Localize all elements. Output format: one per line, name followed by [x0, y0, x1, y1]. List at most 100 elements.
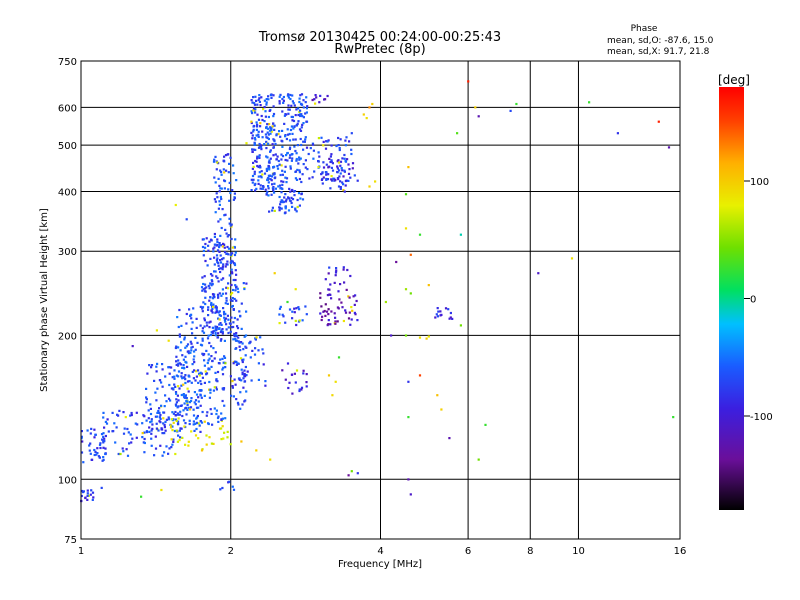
echo-point: [328, 157, 331, 160]
echo-point: [223, 339, 226, 342]
echo-point: [199, 420, 202, 423]
echo-point: [260, 114, 263, 118]
echo-point: [94, 450, 97, 453]
echo-point: [232, 362, 235, 365]
echo-point: [226, 235, 229, 238]
echo-point: [257, 362, 260, 365]
echo-point: [484, 423, 487, 426]
echo-point: [291, 198, 295, 201]
echo-point: [208, 357, 211, 360]
echo-point: [198, 389, 201, 392]
echo-point: [291, 115, 294, 119]
echo-point: [308, 177, 311, 180]
echo-point: [172, 440, 175, 443]
echo-point: [276, 155, 279, 158]
echo-point: [298, 110, 301, 113]
echo-point: [271, 143, 274, 146]
echo-point: [326, 294, 329, 297]
echo-point: [155, 329, 158, 332]
echo-point: [180, 341, 183, 344]
echo-point: [272, 154, 275, 157]
echo-point: [168, 383, 171, 387]
echo-point: [226, 430, 229, 433]
echo-point: [320, 318, 323, 322]
echo-point: [230, 283, 233, 287]
echo-point: [203, 319, 206, 322]
echo-point: [240, 302, 243, 305]
echo-point: [136, 423, 139, 426]
echo-point: [280, 158, 283, 161]
echo-point: [254, 159, 257, 163]
echo-point: [90, 427, 93, 430]
echo-point: [281, 140, 284, 143]
echo-point: [212, 160, 216, 163]
echo-point: [200, 449, 204, 452]
echo-point: [218, 310, 221, 313]
echo-point: [287, 133, 290, 136]
echo-point: [368, 185, 371, 188]
echo-point: [221, 417, 224, 420]
echo-point: [225, 323, 228, 326]
echo-point: [243, 369, 246, 372]
echo-point: [305, 96, 308, 99]
echo-point: [203, 420, 206, 423]
echo-point: [305, 381, 308, 384]
echo-point: [89, 442, 92, 445]
echo-point: [331, 394, 334, 397]
echo-point: [185, 345, 188, 348]
echo-point: [217, 177, 220, 180]
echo-point: [222, 361, 225, 364]
echo-point: [226, 263, 229, 266]
echo-point: [204, 370, 207, 373]
y-axis-label: Stationary phase Virtual Height [km]: [39, 208, 50, 392]
echo-point: [347, 295, 350, 298]
echo-point: [210, 442, 213, 445]
echo-point: [287, 209, 291, 212]
echo-point: [292, 102, 295, 105]
echo-point: [322, 176, 325, 179]
echo-point: [188, 419, 191, 422]
echo-point: [201, 337, 204, 340]
echo-point: [274, 142, 277, 146]
echo-point: [235, 285, 238, 289]
echo-point: [264, 384, 267, 387]
echo-point: [588, 101, 591, 104]
echo-point: [201, 327, 204, 330]
echo-point: [158, 379, 161, 382]
echo-point: [216, 336, 219, 339]
echo-point: [210, 309, 213, 312]
echo-point: [211, 332, 214, 335]
echo-point: [319, 292, 322, 295]
echo-point: [537, 272, 540, 275]
echo-point: [267, 177, 270, 180]
echo-point: [231, 304, 234, 308]
echo-point: [231, 260, 234, 263]
echo-point: [425, 337, 428, 340]
echo-point: [302, 372, 305, 375]
echo-point: [336, 167, 339, 170]
echo-point: [204, 283, 207, 286]
echo-point: [304, 166, 307, 169]
echo-point: [296, 205, 299, 209]
echo-point: [196, 341, 199, 344]
echo-point: [324, 98, 327, 101]
echo-point: [334, 271, 338, 274]
echo-point: [182, 409, 185, 412]
echo-point: [232, 198, 235, 201]
echo-point: [177, 359, 180, 362]
echo-point: [215, 168, 218, 171]
echo-point: [191, 363, 194, 366]
phase-stats-x-mode: mean, sd,X: 91.7, 21.8: [607, 47, 710, 57]
echo-point: [266, 136, 269, 139]
echo-point: [348, 140, 351, 143]
echo-point: [86, 498, 89, 501]
echo-point: [199, 305, 202, 308]
echo-point: [119, 452, 122, 456]
echo-point: [312, 143, 315, 146]
echo-point: [199, 430, 202, 433]
echo-point: [293, 145, 296, 148]
echo-point: [288, 199, 292, 202]
echo-point: [208, 388, 211, 391]
echo-point: [250, 121, 253, 125]
echo-point: [231, 297, 234, 300]
